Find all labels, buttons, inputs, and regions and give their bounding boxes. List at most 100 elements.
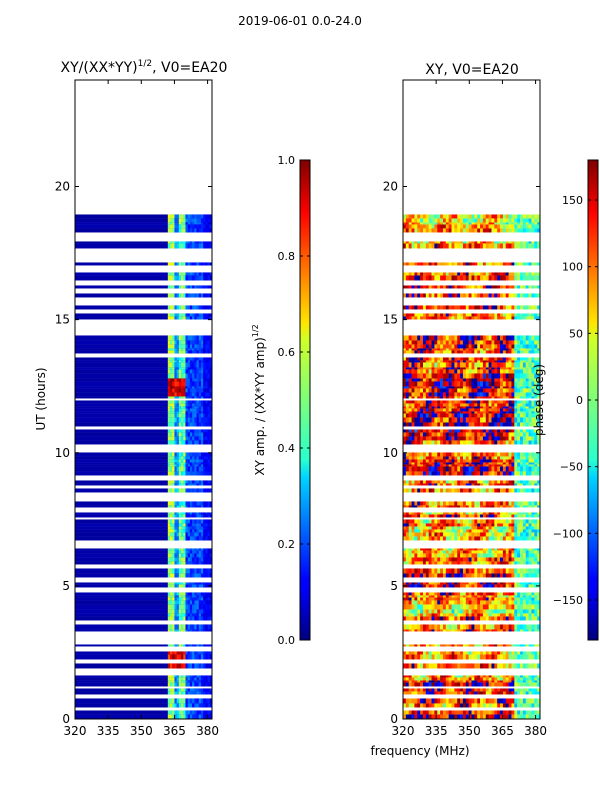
heatmap-cell [187, 313, 191, 317]
heatmap-cell [497, 403, 501, 407]
heatmap-cell [442, 272, 447, 276]
heatmap-cell [174, 714, 177, 719]
heatmap-cell [178, 597, 182, 601]
heatmap-cell [170, 452, 173, 457]
heatmap-cell [203, 344, 206, 349]
heatmap-cell [517, 462, 521, 465]
heatmap-cell [428, 501, 432, 506]
heatmap-cell [205, 350, 208, 354]
heatmap-cell [465, 471, 469, 476]
heatmap-cell [425, 369, 429, 374]
heatmap-cell [454, 285, 458, 289]
heatmap-cell [525, 396, 529, 399]
heatmap-cell [408, 348, 412, 351]
heatmap-cell [474, 452, 478, 457]
heatmap-cell [525, 436, 529, 441]
heatmap-cell [176, 316, 180, 320]
heatmap-cell [207, 505, 211, 508]
heatmap-row [75, 600, 212, 605]
heatmap-cell [183, 403, 186, 407]
heatmap-cell [522, 362, 527, 368]
heatmap-cell [508, 243, 512, 249]
heatmap-cell [411, 362, 415, 368]
heatmap-cell [185, 677, 188, 681]
heatmap-cell [528, 218, 532, 223]
heatmap-cell [185, 688, 188, 692]
heatmap-cell [517, 214, 521, 219]
heatmap-cell [537, 381, 541, 387]
heatmap-cell [505, 357, 509, 361]
heatmap-cell [525, 272, 529, 276]
heatmap-cell [172, 480, 175, 484]
heatmap-cell [522, 523, 527, 527]
heatmap-cell [534, 514, 538, 518]
heatmap-cell [442, 378, 447, 382]
heatmap-cell [437, 369, 441, 374]
heatmap-cell [425, 403, 429, 407]
heatmap-cell [505, 293, 509, 298]
heatmap-cell [494, 406, 498, 409]
heatmap-cell [178, 677, 182, 681]
heatmap-cell [170, 275, 173, 281]
heatmap-cell [417, 526, 421, 530]
heatmap-cell [178, 532, 182, 537]
heatmap-cell [520, 224, 524, 229]
heatmap-cell [480, 440, 484, 445]
heatmap-cell [500, 452, 504, 457]
heatmap-cell [502, 406, 507, 409]
heatmap-cell [174, 316, 177, 320]
heatmap-cell [508, 285, 512, 289]
heatmap-cell [414, 480, 418, 484]
heatmap-cell [183, 396, 186, 399]
heatmap-cell [451, 480, 455, 484]
heatmap-cell [198, 335, 202, 341]
heatmap-cell [431, 413, 435, 418]
heatmap-cell [181, 561, 184, 565]
heatmap-cell [411, 224, 415, 229]
heatmap-cell [172, 413, 175, 418]
heatmap-cell [178, 392, 182, 397]
heatmap-cell [189, 373, 193, 379]
amplitude-colorbar-gradient [299, 159, 311, 641]
heatmap-cell [451, 378, 455, 382]
heatmap-cell [411, 275, 415, 281]
heatmap-cell [174, 691, 177, 695]
heatmap-cell [462, 480, 467, 484]
heatmap-cell [522, 456, 527, 460]
heatmap-cell [445, 471, 449, 476]
heatmap-cell [167, 413, 171, 418]
heatmap-cell [474, 417, 478, 423]
heatmap-cell [442, 488, 447, 493]
heatmap-cell [525, 406, 529, 409]
heatmap-cell [520, 413, 524, 418]
heatmap-cell [482, 360, 487, 363]
heatmap-cell [482, 422, 487, 427]
heatmap-cell [203, 440, 206, 445]
heatmap-cell [196, 373, 200, 379]
heatmap-cell [485, 523, 489, 527]
heatmap-cell [183, 573, 186, 578]
heatmap-cell [460, 313, 464, 317]
heatmap-cell [531, 512, 535, 515]
heatmap-cell [203, 604, 206, 610]
heatmap-cell [460, 488, 464, 493]
heatmap-cell [434, 526, 438, 530]
heatmap-cell [505, 360, 509, 363]
heatmap-cell [434, 512, 438, 515]
heatmap-cell [181, 340, 184, 345]
heatmap-cell [172, 357, 175, 361]
heatmap-cell [451, 501, 455, 506]
heatmap-cell [474, 408, 478, 412]
heatmap-cell [176, 710, 180, 715]
heatmap-cell [485, 436, 489, 441]
heatmap-cell [183, 452, 186, 457]
heatmap-cell [183, 682, 186, 687]
heatmap-cell [187, 553, 191, 558]
heatmap-row [75, 483, 212, 486]
heatmap-cell [468, 316, 472, 320]
heatmap-cell [431, 344, 435, 349]
heatmap-cell [460, 436, 464, 441]
heatmap-cell [448, 222, 452, 225]
heatmap-cell [457, 411, 461, 414]
